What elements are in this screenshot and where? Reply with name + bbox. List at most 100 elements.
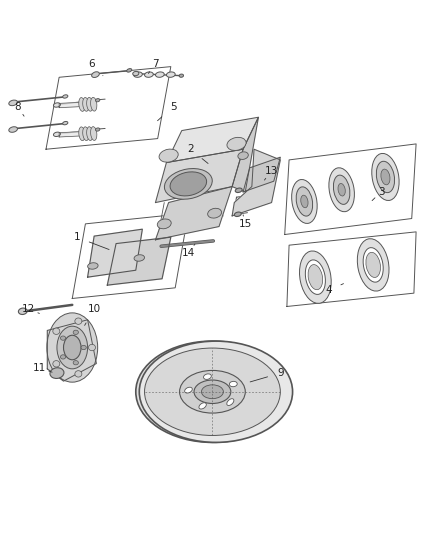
Ellipse shape bbox=[53, 103, 60, 107]
Ellipse shape bbox=[79, 127, 85, 141]
Ellipse shape bbox=[87, 127, 93, 141]
Polygon shape bbox=[72, 213, 188, 298]
Ellipse shape bbox=[18, 308, 27, 314]
Ellipse shape bbox=[208, 208, 222, 218]
Ellipse shape bbox=[127, 69, 132, 72]
Ellipse shape bbox=[366, 252, 381, 278]
Polygon shape bbox=[166, 117, 258, 163]
Ellipse shape bbox=[87, 98, 93, 111]
Text: 1: 1 bbox=[73, 232, 109, 249]
Text: 14: 14 bbox=[182, 244, 195, 258]
Ellipse shape bbox=[139, 341, 293, 442]
Ellipse shape bbox=[305, 260, 325, 294]
Ellipse shape bbox=[91, 127, 97, 140]
Ellipse shape bbox=[381, 169, 390, 185]
Ellipse shape bbox=[157, 219, 171, 229]
Polygon shape bbox=[232, 117, 258, 192]
Ellipse shape bbox=[201, 385, 223, 399]
Ellipse shape bbox=[95, 128, 100, 131]
Ellipse shape bbox=[83, 98, 89, 111]
Polygon shape bbox=[59, 132, 81, 137]
Text: 6: 6 bbox=[88, 59, 103, 76]
Ellipse shape bbox=[88, 344, 95, 351]
Ellipse shape bbox=[155, 72, 164, 77]
Ellipse shape bbox=[235, 188, 242, 192]
Ellipse shape bbox=[88, 263, 98, 269]
Ellipse shape bbox=[166, 72, 175, 77]
Polygon shape bbox=[59, 102, 81, 108]
Ellipse shape bbox=[92, 72, 99, 77]
Ellipse shape bbox=[91, 98, 97, 111]
Text: 7: 7 bbox=[148, 59, 159, 74]
Polygon shape bbox=[243, 157, 280, 192]
Ellipse shape bbox=[136, 341, 289, 442]
Polygon shape bbox=[88, 229, 142, 277]
Ellipse shape bbox=[83, 127, 89, 141]
Ellipse shape bbox=[227, 138, 246, 150]
Ellipse shape bbox=[204, 374, 211, 379]
Ellipse shape bbox=[180, 370, 245, 413]
Ellipse shape bbox=[338, 183, 345, 196]
Text: 10: 10 bbox=[85, 304, 101, 326]
Ellipse shape bbox=[300, 251, 331, 303]
Ellipse shape bbox=[134, 255, 145, 261]
Ellipse shape bbox=[296, 187, 313, 216]
Text: 13: 13 bbox=[265, 166, 278, 180]
Ellipse shape bbox=[63, 95, 68, 98]
Polygon shape bbox=[47, 320, 96, 381]
Ellipse shape bbox=[357, 239, 389, 291]
Ellipse shape bbox=[234, 212, 241, 216]
Ellipse shape bbox=[227, 399, 234, 406]
Ellipse shape bbox=[372, 154, 399, 200]
Polygon shape bbox=[287, 232, 416, 306]
Ellipse shape bbox=[329, 168, 354, 212]
Text: 5: 5 bbox=[158, 102, 177, 120]
Ellipse shape bbox=[81, 345, 86, 350]
Ellipse shape bbox=[159, 149, 178, 162]
Ellipse shape bbox=[60, 336, 66, 340]
Polygon shape bbox=[107, 237, 171, 285]
Ellipse shape bbox=[292, 180, 317, 223]
Ellipse shape bbox=[134, 72, 142, 77]
Ellipse shape bbox=[60, 355, 66, 359]
Ellipse shape bbox=[238, 152, 248, 159]
Ellipse shape bbox=[53, 361, 60, 367]
Ellipse shape bbox=[145, 348, 280, 435]
Ellipse shape bbox=[64, 335, 81, 360]
Ellipse shape bbox=[53, 132, 60, 136]
Text: 2: 2 bbox=[187, 144, 208, 164]
Text: 15: 15 bbox=[239, 215, 252, 229]
Ellipse shape bbox=[75, 370, 82, 377]
Ellipse shape bbox=[376, 161, 395, 192]
Text: 4: 4 bbox=[325, 284, 343, 295]
Ellipse shape bbox=[53, 328, 60, 334]
Ellipse shape bbox=[9, 100, 18, 106]
Polygon shape bbox=[232, 149, 280, 216]
Text: 8: 8 bbox=[14, 102, 24, 116]
Ellipse shape bbox=[164, 168, 212, 199]
Ellipse shape bbox=[63, 122, 68, 125]
Text: 9: 9 bbox=[250, 368, 284, 382]
Ellipse shape bbox=[230, 381, 237, 387]
Ellipse shape bbox=[73, 361, 78, 365]
Ellipse shape bbox=[170, 172, 207, 196]
Text: 3: 3 bbox=[372, 187, 385, 200]
Ellipse shape bbox=[50, 368, 64, 378]
Polygon shape bbox=[155, 149, 243, 203]
Ellipse shape bbox=[363, 248, 383, 282]
Ellipse shape bbox=[194, 380, 231, 403]
Ellipse shape bbox=[79, 98, 85, 111]
Text: 11: 11 bbox=[33, 363, 52, 373]
Polygon shape bbox=[155, 187, 232, 240]
Polygon shape bbox=[285, 144, 416, 235]
Ellipse shape bbox=[47, 313, 98, 382]
Ellipse shape bbox=[75, 318, 82, 325]
Ellipse shape bbox=[308, 264, 323, 290]
Ellipse shape bbox=[333, 175, 350, 204]
Ellipse shape bbox=[185, 387, 192, 393]
Text: 12: 12 bbox=[22, 304, 39, 314]
Ellipse shape bbox=[73, 330, 78, 334]
Ellipse shape bbox=[57, 326, 88, 369]
Ellipse shape bbox=[133, 71, 139, 76]
Ellipse shape bbox=[179, 74, 184, 77]
